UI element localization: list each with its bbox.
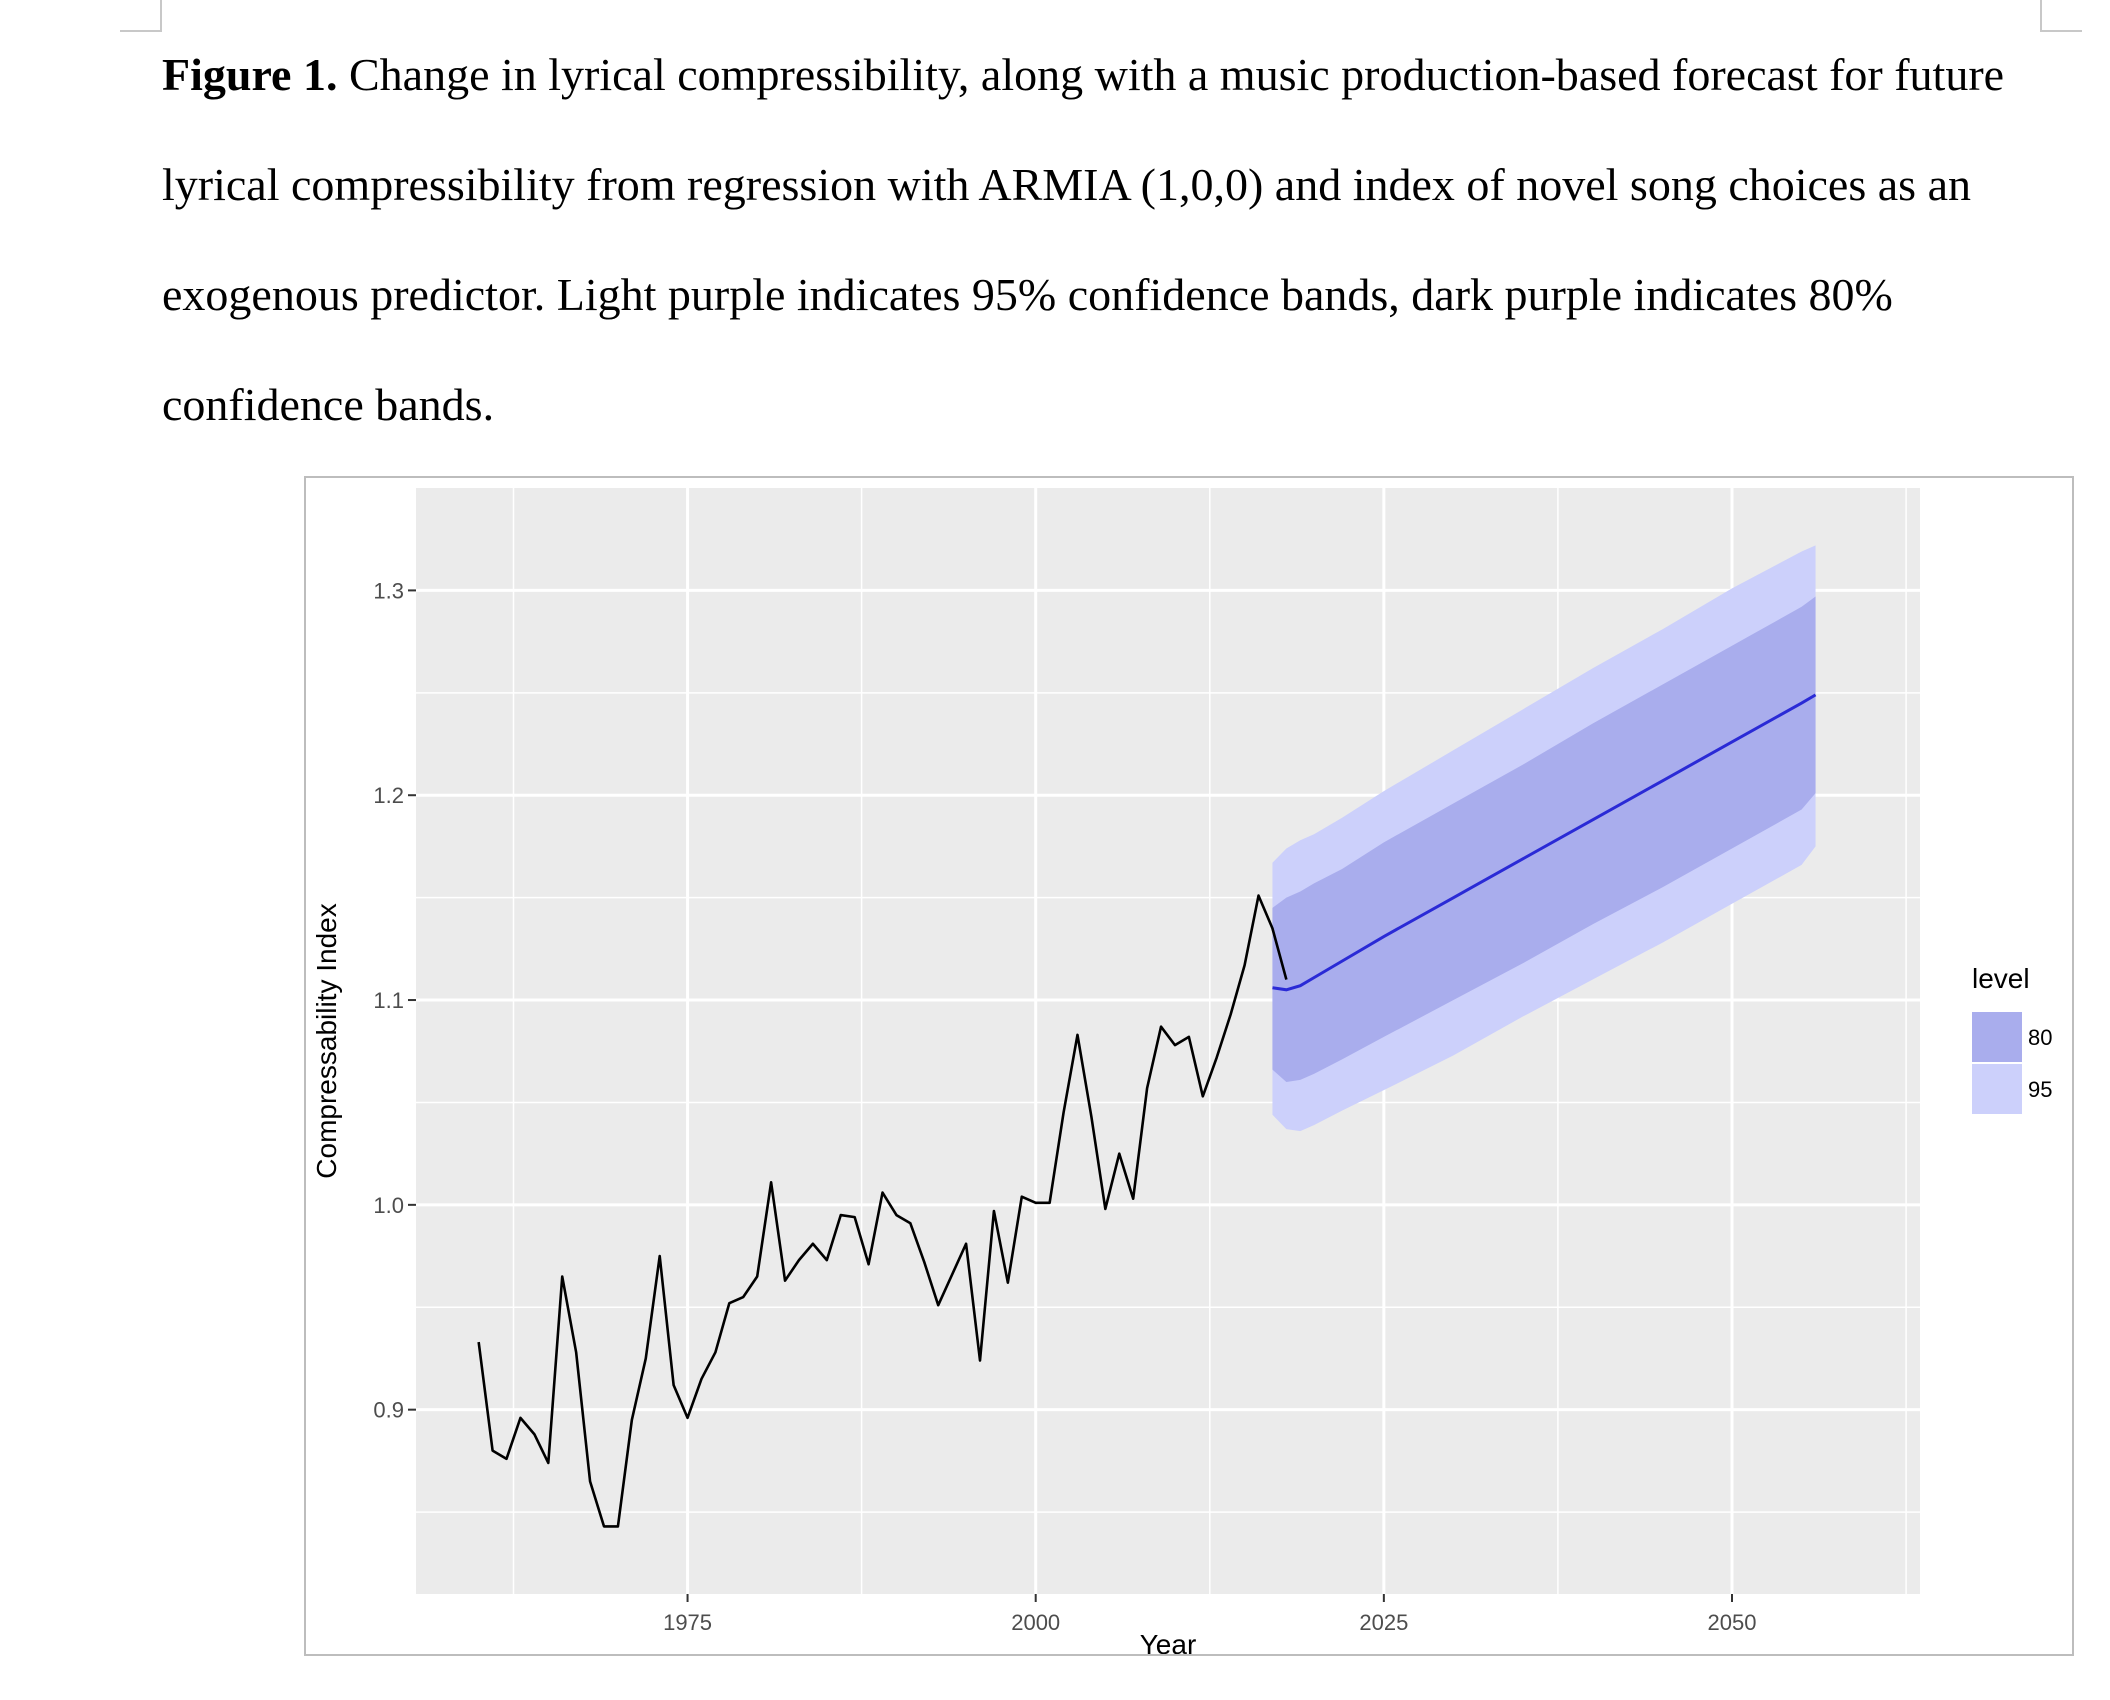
- y-tick-label: 1.1: [373, 988, 404, 1013]
- crop-mark-top-left: [120, 0, 162, 32]
- y-tick-label: 0.9: [373, 1398, 404, 1423]
- x-tick-label: 2000: [1011, 1610, 1060, 1635]
- y-axis: 0.9 1.0 1.1 1.2 1.3: [373, 578, 416, 1423]
- legend-title: level: [1972, 963, 2030, 994]
- y-tick-label: 1.0: [373, 1193, 404, 1218]
- x-tick-label: 2025: [1359, 1610, 1408, 1635]
- grid-major: [416, 488, 1920, 1594]
- legend-key-95: [1972, 1064, 2022, 1114]
- forecast-mean-line: [1272, 693, 1817, 992]
- x-axis-title: Year: [1140, 1629, 1197, 1654]
- x-axis: 1975 2000 2025 2050: [663, 1594, 1756, 1635]
- observed-line: [477, 894, 1288, 1528]
- legend-key-80: [1972, 1012, 2022, 1062]
- x-tick-label: 2050: [1708, 1610, 1757, 1635]
- y-axis-title: Compressability Index: [311, 903, 342, 1178]
- legend: level 80 95: [1972, 963, 2052, 1114]
- legend-label-80: 80: [2028, 1025, 2052, 1050]
- figure-caption: Figure 1. Change in lyrical compressibil…: [162, 20, 2042, 460]
- figure-frame: 0.9 1.0 1.1 1.2 1.3 1975 2000 2025 2050 Year Co…: [304, 476, 2074, 1656]
- forecast-chart: 0.9 1.0 1.1 1.2 1.3 1975 2000 2025 2050 Year Co…: [311, 488, 2052, 1654]
- caption-label: Figure 1.: [162, 49, 338, 100]
- caption-text: Change in lyrical compressibility, along…: [162, 49, 2005, 430]
- crop-mark-top-right: [2040, 0, 2082, 32]
- y-tick-label: 1.3: [373, 578, 404, 603]
- y-tick-label: 1.2: [373, 783, 404, 808]
- legend-label-95: 95: [2028, 1077, 2052, 1102]
- confidence-band-80: [1272, 596, 1816, 1082]
- x-tick-label: 1975: [663, 1610, 712, 1635]
